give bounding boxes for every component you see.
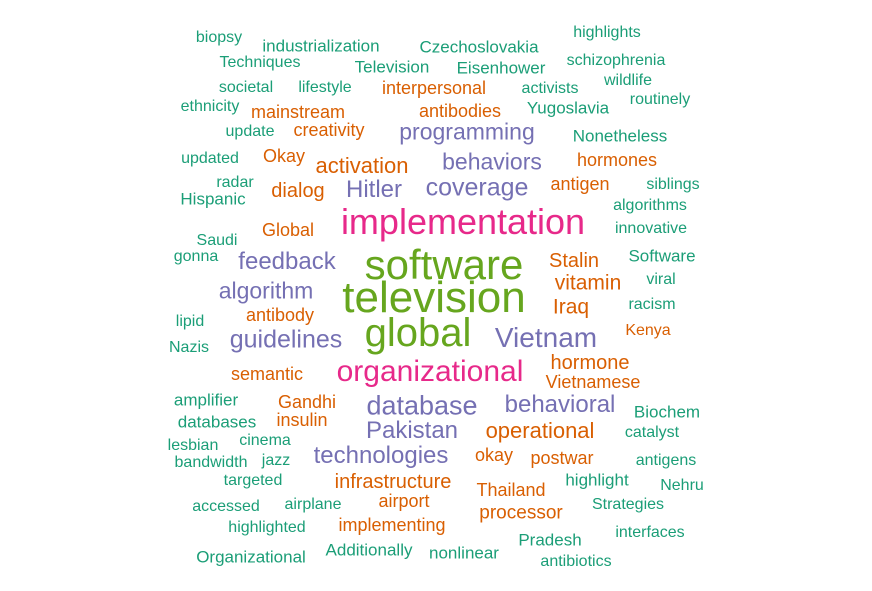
word-global: global (364, 311, 472, 355)
word-operational: operational (485, 418, 595, 443)
word-dialog: dialog (271, 180, 325, 202)
word-lifestyle: lifestyle (298, 79, 352, 96)
word-update: update (225, 123, 275, 140)
word-hormone: hormone (550, 352, 630, 374)
word-czechoslovakia: Czechoslovakia (419, 37, 539, 57)
word-databases: databases (177, 412, 257, 432)
word-pradesh: Pradesh (518, 530, 582, 550)
word-antibiotics: antibiotics (540, 553, 612, 570)
word-interfaces: interfaces (615, 524, 685, 541)
word-behavioral: behavioral (504, 391, 616, 418)
word-implementing: implementing (338, 515, 446, 535)
word-postwar: postwar (530, 448, 594, 468)
word-viral: viral (646, 271, 676, 288)
word-biochem: Biochem (633, 402, 701, 422)
word-thailand: Thailand (476, 480, 546, 500)
word-societal: societal (218, 79, 274, 96)
word-nonlinear: nonlinear (429, 543, 499, 563)
word-hormones: hormones (576, 150, 658, 170)
word-global: Global (261, 220, 315, 240)
word-software: software (364, 241, 524, 288)
word-vietnamese: Vietnamese (545, 372, 641, 392)
word-television: television (342, 273, 526, 322)
word-cinema: cinema (239, 432, 291, 449)
word-technologies: technologies (313, 442, 449, 469)
word-innovative: innovative (614, 220, 688, 237)
word-feedback: feedback (238, 248, 336, 275)
word-programming: programming (399, 118, 535, 145)
word-lipid: lipid (175, 313, 205, 330)
word-creativity: creativity (293, 120, 365, 140)
word-antibody: antibody (245, 305, 315, 325)
word-airport: airport (378, 491, 430, 511)
word-jazz: jazz (261, 452, 291, 469)
word-stalin: Stalin (548, 250, 600, 272)
word-siblings: siblings (646, 176, 700, 193)
word-antigens: antigens (635, 452, 697, 469)
word-kenya: Kenya (625, 322, 671, 339)
word-infrastructure: infrastructure (334, 471, 452, 493)
word-eisenhower: Eisenhower (456, 58, 546, 78)
word-bandwidth: bandwidth (174, 454, 248, 471)
word-hispanic: Hispanic (180, 189, 246, 209)
word-techniques: Techniques (219, 54, 301, 71)
word-organizational: Organizational (196, 547, 306, 567)
word-okay: okay (474, 445, 514, 465)
word-highlighted: highlighted (228, 519, 306, 536)
word-software: Software (628, 246, 696, 266)
word-routinely: routinely (629, 91, 691, 108)
word-insulin: insulin (276, 410, 328, 430)
word-gandhi: Gandhi (277, 392, 337, 412)
word-algorithm: algorithm (218, 277, 314, 304)
word-antibodies: antibodies (418, 101, 502, 121)
word-racism: racism (628, 296, 676, 313)
word-nonetheless: Nonetheless (572, 126, 668, 146)
word-implementation: implementation (340, 201, 586, 242)
word-mainstream: mainstream (250, 102, 346, 122)
word-okay: Okay (262, 146, 306, 166)
word-additionally: Additionally (325, 540, 413, 560)
word-gonna: gonna (173, 248, 219, 265)
word-yugoslavia: Yugoslavia (526, 98, 610, 118)
word-amplifier: amplifier (173, 390, 239, 410)
word-wildlife: wildlife (603, 72, 653, 89)
word-organizational: organizational (336, 355, 524, 388)
word-activists: activists (521, 80, 579, 97)
word-ethnicity: ethnicity (180, 98, 240, 115)
word-radar: radar (216, 174, 254, 191)
word-highlights: highlights (573, 24, 641, 41)
word-nazis: Nazis (168, 339, 210, 356)
word-lesbian: lesbian (167, 437, 219, 454)
word-saudi: Saudi (196, 232, 238, 249)
word-algorithms: algorithms (613, 197, 687, 214)
word-behaviors: behaviors (442, 148, 542, 175)
word-schizophrenia: schizophrenia (566, 52, 666, 69)
word-accessed: accessed (192, 498, 260, 515)
word-processor: processor (479, 502, 563, 524)
word-nehru: Nehru (660, 477, 704, 494)
word-industrialization: industrialization (262, 36, 380, 56)
word-targeted: targeted (223, 472, 283, 489)
word-airplane: airplane (284, 496, 342, 513)
word-antigen: antigen (550, 174, 610, 194)
word-activation: activation (315, 153, 409, 178)
word-pakistan: Pakistan (365, 417, 459, 444)
word-highlight: highlight (565, 470, 629, 490)
word-database: database (366, 390, 478, 421)
word-strategies: Strategies (591, 496, 665, 513)
word-vitamin: vitamin (554, 271, 622, 295)
word-vietnam: Vietnam (494, 322, 598, 353)
word-hitler: Hitler (345, 176, 403, 203)
word-biopsy: biopsy (195, 29, 243, 46)
word-catalyst: catalyst (624, 424, 680, 441)
word-guidelines: guidelines (229, 325, 343, 354)
word-coverage: coverage (425, 173, 529, 202)
word-semantic: semantic (230, 364, 304, 384)
word-television: Television (354, 57, 430, 77)
word-interpersonal: interpersonal (381, 78, 487, 98)
word-updated: updated (181, 150, 239, 167)
word-iraq: Iraq (552, 295, 590, 319)
